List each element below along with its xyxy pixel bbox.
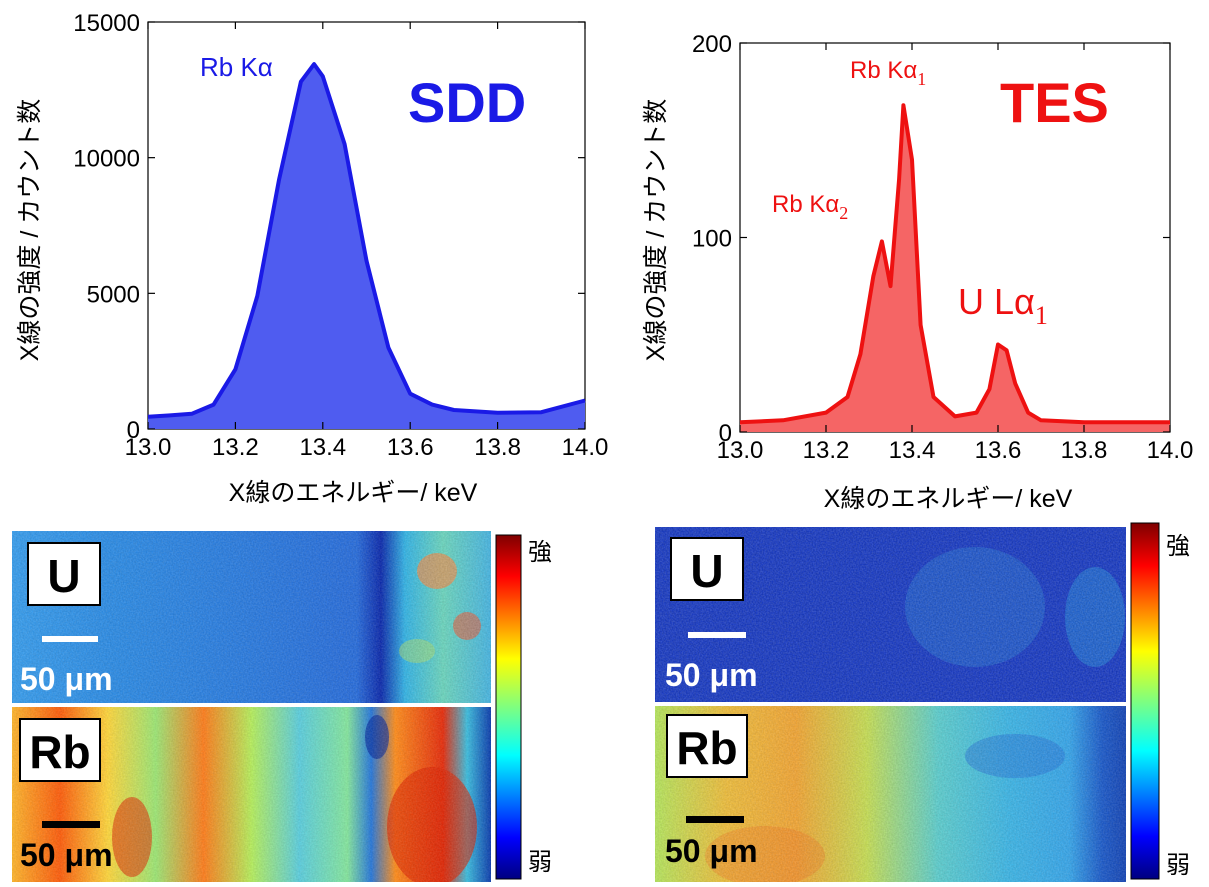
y-tick-label: 5000 xyxy=(87,281,140,308)
y-tick-label: 15000 xyxy=(73,10,140,37)
x-tick-label: 13.0 xyxy=(717,437,764,464)
element-label-u: U xyxy=(690,545,723,597)
x-tick-label: 13.6 xyxy=(387,434,434,461)
scale-label: 50 μm xyxy=(20,837,113,873)
scale-label: 50 μm xyxy=(665,833,758,869)
scale-bar xyxy=(688,632,746,638)
x-tick-label: 13.4 xyxy=(889,437,936,464)
tes-chart: 13.0 13.2 13.4 13.6 13.8 14.0 0 100 200 Rb Kα1 R… xyxy=(642,31,1193,513)
scale-label: 50 μm xyxy=(20,661,113,697)
element-label-box xyxy=(27,542,101,606)
peak-label-rb-ka2: Rb Kα2 xyxy=(772,191,848,223)
tes-rb-map xyxy=(655,706,1126,882)
scale-bar xyxy=(686,816,744,823)
peak-label-rb-ka1: Rb Kα1 xyxy=(850,57,926,89)
x-tick-label: 13.2 xyxy=(212,434,259,461)
tes-element-maps: U 50 μm Rb 50 μm 強 弱 xyxy=(655,522,1190,882)
x-tick-label: 13.2 xyxy=(803,437,850,464)
x-tick-label: 13.0 xyxy=(125,434,172,461)
scale-bar xyxy=(42,636,98,642)
detector-label-sdd: SDD xyxy=(408,71,526,134)
x-axis-label: X線のエネルギー/ keV xyxy=(229,479,478,507)
element-label-box xyxy=(670,537,744,601)
colorbar-low-label: 弱 xyxy=(1166,852,1190,879)
sdd-chart: 13.0 13.2 13.4 13.6 13.8 14.0050001000015000 … xyxy=(16,10,608,507)
element-label-u: U xyxy=(47,550,80,602)
series-line xyxy=(147,62,586,419)
element-label-rb: Rb xyxy=(29,726,90,778)
colorbar-high-label: 強 xyxy=(528,539,552,566)
x-tick-label: 14.0 xyxy=(1147,437,1194,464)
colorbar xyxy=(495,534,522,880)
peak-label-rb-ka: Rb Kα xyxy=(200,52,273,82)
y-tick-label: 200 xyxy=(692,31,732,58)
colorbar-high-label: 強 xyxy=(1166,533,1190,560)
tes-u-map xyxy=(655,527,1126,702)
detector-label-tes: TES xyxy=(1000,71,1109,134)
scale-bar xyxy=(42,821,100,828)
series-area xyxy=(148,64,585,429)
y-tick-label: 0 xyxy=(719,420,732,447)
x-tick-label: 13.4 xyxy=(299,434,346,461)
series-area xyxy=(740,105,1170,432)
element-label-rb: Rb xyxy=(676,722,737,774)
sdd-element-maps: U 50 μm Rb 50 μm 強 弱 xyxy=(12,531,552,883)
colorbar-low-label: 弱 xyxy=(528,849,552,876)
x-tick-label: 13.6 xyxy=(975,437,1022,464)
y-axis-label: X線の強度 / カウント数 xyxy=(16,99,44,362)
peak-label-u-la1: U Lα1 xyxy=(958,281,1048,330)
x-tick-label: 14.0 xyxy=(562,434,609,461)
scale-label: 50 μm xyxy=(665,657,758,693)
y-axis-label: X線の強度 / カウント数 xyxy=(642,99,670,362)
x-axis-label: X線のエネルギー/ keV xyxy=(824,485,1073,513)
y-tick-label: 10000 xyxy=(73,146,140,173)
element-label-box xyxy=(666,714,748,778)
x-tick-label: 13.8 xyxy=(1061,437,1108,464)
element-label-box xyxy=(19,718,101,782)
series-line xyxy=(739,103,1170,425)
x-tick-label: 13.8 xyxy=(474,434,521,461)
y-tick-label: 100 xyxy=(692,226,732,253)
y-tick-label: 0 xyxy=(127,417,140,444)
colorbar xyxy=(1130,522,1160,880)
